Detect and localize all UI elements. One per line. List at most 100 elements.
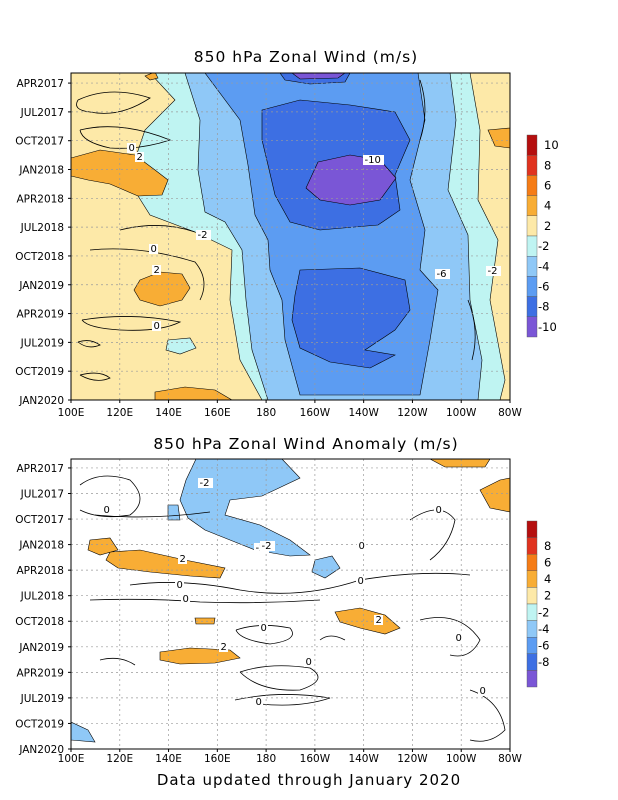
x-tick-label: 80W bbox=[498, 753, 522, 765]
contour-label-bg bbox=[254, 697, 263, 707]
contour-label: 2 bbox=[154, 265, 160, 276]
chart-title: 850 hPa Zonal Wind Anomaly (m/s) bbox=[153, 435, 458, 453]
contour-label: 0 bbox=[456, 633, 462, 644]
y-tick-label: JUL2017 bbox=[20, 107, 64, 119]
contour-label-bg bbox=[152, 265, 161, 275]
colorbar-swatch bbox=[526, 134, 538, 156]
colorbar-label: -6 bbox=[538, 639, 549, 653]
contour-label-bg bbox=[357, 541, 366, 551]
x-tick-label: 140W bbox=[348, 753, 379, 765]
contour-label-bg bbox=[178, 554, 187, 564]
contour-label: 0 bbox=[358, 576, 364, 587]
y-tick-label: JAN2020 bbox=[18, 744, 64, 756]
y-tick-label: APR2017 bbox=[16, 463, 64, 475]
colorbar-swatch bbox=[526, 316, 538, 338]
contour-label: 0 bbox=[129, 143, 135, 154]
colorbar: 8 6 4 2 -2 -4 -6 -8 bbox=[526, 520, 551, 688]
contour-label-bg bbox=[219, 642, 228, 652]
contour-label: -10 bbox=[365, 155, 381, 166]
colorbar-label: -6 bbox=[538, 280, 549, 294]
contour-label: 0 bbox=[151, 244, 157, 255]
chart-title: 850 hPa Zonal Wind (m/s) bbox=[194, 48, 418, 66]
colorbar-label: 10 bbox=[544, 138, 559, 152]
contour-region bbox=[291, 267, 411, 369]
contour-label-bg bbox=[149, 244, 158, 254]
y-tick-label: OCT2017 bbox=[15, 514, 64, 526]
contour-region bbox=[311, 555, 341, 579]
contour-label: 2 bbox=[221, 642, 227, 653]
contour-line bbox=[89, 248, 205, 301]
plot-frame bbox=[70, 72, 511, 401]
contour-region bbox=[71, 721, 96, 743]
x-tick-label: 180 bbox=[256, 407, 276, 419]
contour-label: 0 bbox=[261, 623, 267, 634]
x-tick-label: 180 bbox=[256, 753, 276, 765]
colorbar-label: 6 bbox=[544, 179, 551, 193]
x-tick-label: 100E bbox=[58, 753, 85, 765]
x-tick-label: 120W bbox=[397, 753, 428, 765]
contour-region bbox=[291, 73, 346, 80]
colorbar-swatch bbox=[526, 587, 538, 605]
colorbar-label: -8 bbox=[538, 655, 549, 669]
contour-label-bg bbox=[198, 478, 213, 488]
contour-fills bbox=[71, 73, 510, 400]
contour-label: -6 bbox=[437, 269, 447, 280]
contour-label-bg bbox=[260, 541, 275, 551]
colorbar-swatch bbox=[526, 637, 538, 655]
contour-line bbox=[89, 598, 321, 604]
x-tick-label: 160E bbox=[204, 753, 231, 765]
contour-region bbox=[194, 617, 216, 625]
colorbar-label: 8 bbox=[544, 539, 551, 553]
colorbar-label: 6 bbox=[544, 556, 551, 570]
contour-label: 0 bbox=[177, 580, 183, 591]
contour-label-bg bbox=[175, 580, 184, 590]
contour-label: 0 bbox=[256, 697, 262, 708]
contour-line bbox=[234, 694, 331, 706]
contour-line bbox=[79, 126, 172, 149]
contour-label-bg bbox=[181, 594, 190, 604]
x-tick-label: 100W bbox=[446, 753, 477, 765]
contour-label: 0 bbox=[359, 541, 365, 552]
contour-line bbox=[409, 509, 456, 561]
contour-label-bg bbox=[435, 269, 450, 279]
colorbar-swatch bbox=[526, 554, 538, 572]
contour-label-bg bbox=[102, 505, 111, 515]
y-axis-labels: APR2017 JUL2017 OCT2017 JAN2018 APR2018 JUL20… bbox=[15, 463, 71, 756]
y-tick-label: APR2018 bbox=[16, 565, 64, 577]
contour-region bbox=[167, 504, 181, 521]
contour-region bbox=[133, 271, 191, 307]
colorbar-label: 2 bbox=[544, 589, 551, 603]
contour-label-bg bbox=[454, 633, 463, 643]
y-tick-label: JUL2018 bbox=[20, 222, 64, 234]
y-tick-label: OCT2018 bbox=[15, 616, 64, 628]
contour-line bbox=[469, 689, 506, 742]
y-tick-label: OCT2019 bbox=[15, 718, 64, 730]
contour-label-bg bbox=[356, 576, 365, 586]
contour-label: -2 bbox=[200, 478, 210, 489]
y-tick-label: APR2017 bbox=[16, 78, 64, 90]
contour-label: -2 bbox=[198, 230, 208, 241]
colorbar-label: 8 bbox=[544, 158, 551, 172]
y-tick-label: JAN2018 bbox=[18, 165, 64, 177]
colorbar-swatch bbox=[526, 670, 538, 688]
contour-label-bg bbox=[127, 143, 136, 153]
contour-line bbox=[76, 91, 151, 114]
colorbar-label: 4 bbox=[544, 572, 551, 586]
colorbar-swatch bbox=[526, 603, 538, 621]
y-tick-label: JAN2019 bbox=[18, 642, 64, 654]
contour-label: 0 bbox=[306, 657, 312, 668]
contour-label: 0 bbox=[480, 686, 486, 697]
x-tick-label: 140W bbox=[348, 407, 379, 419]
contour-region bbox=[165, 337, 197, 355]
x-tick-label: 120E bbox=[106, 407, 133, 419]
contour-line bbox=[81, 316, 182, 331]
y-tick-label: JUL2017 bbox=[20, 488, 64, 500]
x-tick-label: 140E bbox=[155, 407, 182, 419]
contour-line bbox=[239, 665, 319, 691]
contour-label-bg bbox=[434, 505, 443, 515]
contour-line bbox=[79, 475, 141, 518]
y-tick-label: JUL2019 bbox=[20, 693, 64, 705]
contour-label: 2 bbox=[180, 554, 186, 565]
